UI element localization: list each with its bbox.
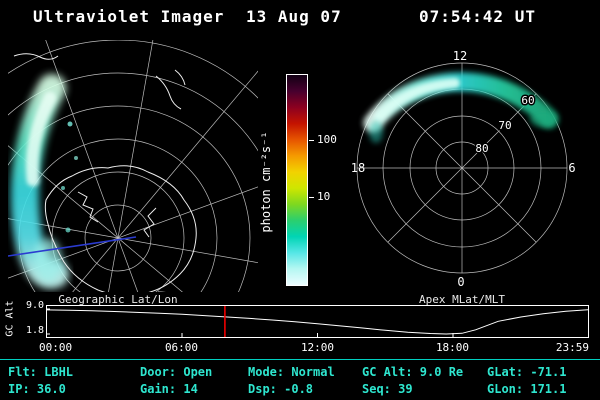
apex-plot-caption: Apex MLat/MLT	[418, 293, 506, 306]
gc-alt-axis-label: GC Alt	[4, 300, 16, 337]
geographic-plot-caption: Geographic Lat/Lon	[58, 293, 178, 306]
gc-alt-strip-chart	[46, 305, 589, 338]
gc-alt-curve	[46, 309, 589, 335]
colorbar-gradient	[287, 75, 307, 285]
xtick-2359: 23:59	[555, 341, 589, 354]
status-seq: Seq: 39	[362, 382, 413, 396]
status-ip: IP: 36.0	[8, 382, 66, 396]
gc-alt-ytick-bottom: 1.8	[25, 325, 44, 336]
mlat-mlt-grid	[356, 62, 568, 274]
mlat-60-label: 60	[521, 94, 534, 107]
status-glat: GLat: -71.1	[487, 365, 567, 379]
status-dsp: Dsp: -0.8	[248, 382, 314, 396]
xtick-1200: 12:00	[300, 341, 335, 354]
date-display: 13 Aug 07	[246, 7, 342, 26]
geo-lat-lon-grid	[8, 40, 258, 292]
mlt-0-label: 0	[457, 275, 464, 289]
mlat-80-label: 80	[475, 142, 488, 155]
mlt-12-label: 12	[453, 49, 467, 63]
gc-alt-ytick-top: 9.0	[25, 300, 44, 311]
status-gc-alt: GC Alt: 9.0 Re	[362, 365, 464, 379]
colorbar	[286, 74, 308, 286]
antarctica-coastline	[13, 53, 197, 292]
colorbar-tick-100	[309, 140, 314, 141]
xtick-1800: 18:00	[435, 341, 470, 354]
strip-chart-ticks	[46, 308, 454, 338]
time-display: 07:54:42 UT	[419, 7, 536, 26]
mlat-70-label: 70	[498, 119, 511, 132]
geographic-polar-plot	[8, 40, 258, 292]
mlt-18-label: 18	[351, 161, 365, 175]
xtick-0000: 00:00	[39, 341, 73, 354]
status-glon: GLon: 171.1	[487, 382, 567, 396]
mlt-6-label: 6	[568, 161, 575, 175]
apex-polar-plot: 12 18 6 0 60 70 80	[351, 49, 576, 289]
app-title: Ultraviolet Imager	[33, 7, 225, 26]
status-gain: Gain: 14	[140, 382, 198, 396]
status-door: Door: Open	[140, 365, 213, 379]
status-mode: Mode: Normal	[248, 365, 335, 379]
colorbar-tick-label-100: 100	[317, 133, 337, 146]
strip-chart-frame	[46, 305, 589, 338]
status-flt: Flt: LBHL	[8, 365, 74, 379]
status-separator-line	[0, 359, 600, 360]
orbit-track-line	[8, 236, 137, 257]
colorbar-units-label: photon cm⁻²s⁻¹	[259, 131, 273, 233]
colorbar-tick-10	[309, 197, 314, 198]
aurora-emission-apex	[363, 72, 559, 143]
xtick-0600: 06:00	[164, 341, 199, 354]
colorbar-tick-label-10: 10	[317, 190, 331, 203]
